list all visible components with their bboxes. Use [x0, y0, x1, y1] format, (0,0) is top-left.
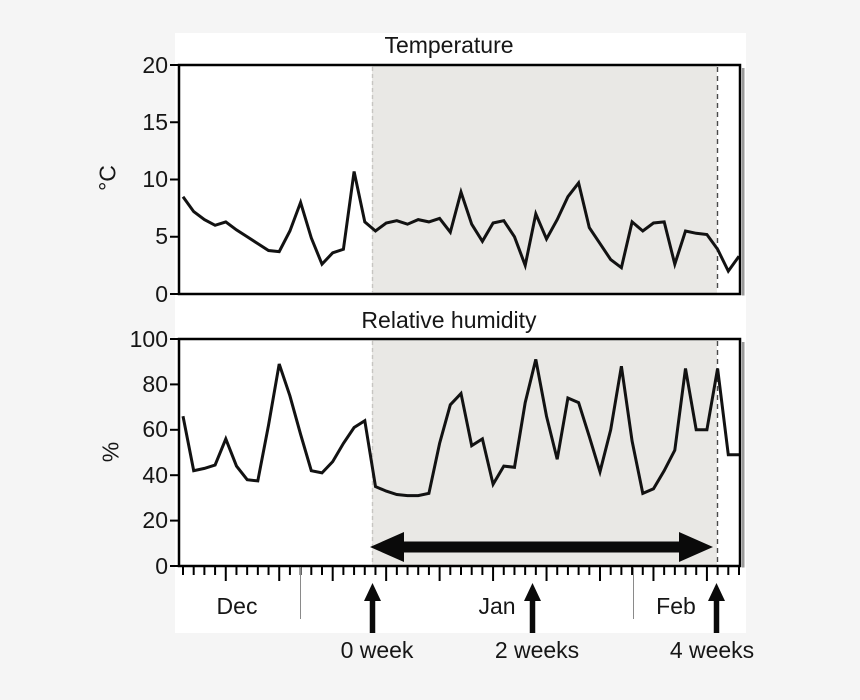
week-marker-arrow — [364, 583, 381, 633]
temperature-line-series — [181, 171, 741, 275]
humidity-y-tick-label: 40 — [142, 461, 168, 488]
temperature-y-tick-label: 5 — [155, 223, 168, 250]
temperature-y-tick-label: 15 — [142, 108, 168, 135]
month-label-jan: Jan — [478, 593, 516, 619]
week-label-0: 0 week — [340, 637, 414, 663]
temperature-y-tick-label: 20 — [142, 51, 168, 78]
temperature-y-tick-label: 10 — [142, 166, 168, 192]
humidity-y-tick-label: 0 — [155, 552, 168, 579]
humidity-y-axis-label: % — [97, 441, 124, 463]
humidity-y-tick-label: 20 — [142, 507, 168, 534]
month-label-dec: Dec — [216, 593, 258, 619]
temperature-y-tick-label: 0 — [155, 280, 168, 307]
week-marker-arrow — [524, 583, 541, 633]
temperature-title: Temperature — [384, 32, 514, 58]
treatment-period-double-arrow — [370, 532, 713, 562]
humidity-y-tick-label: 80 — [142, 370, 168, 397]
month-label-feb: Feb — [656, 593, 696, 619]
humidity-y-tick-label: 60 — [142, 416, 168, 443]
week-label-1: 2 weeks — [494, 637, 580, 663]
humidity-line-series — [181, 359, 739, 498]
week-marker-arrow — [708, 583, 725, 633]
shaded-period-region — [372, 340, 717, 565]
humidity-y-tick-label: 100 — [129, 325, 168, 352]
week-label-2: 4 weeks — [669, 637, 755, 663]
panel-frame — [177, 337, 742, 568]
shaded-period-region — [372, 66, 717, 293]
panel-frame — [177, 63, 742, 296]
humidity-title: Relative humidity — [361, 307, 537, 333]
